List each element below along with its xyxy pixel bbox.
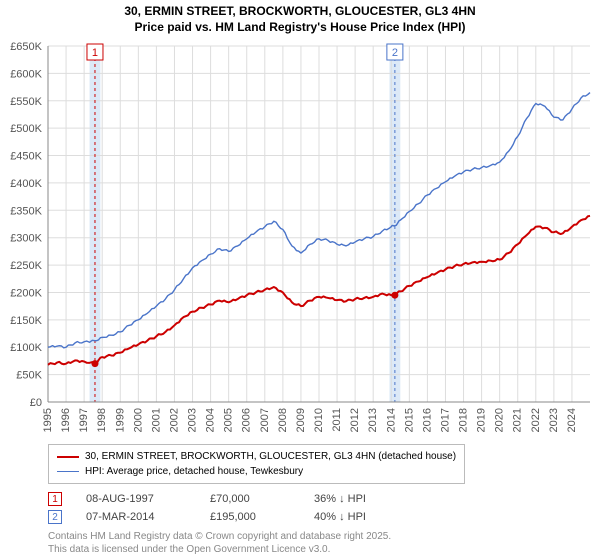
x-tick-label: 1995 [42, 408, 54, 432]
x-tick-label: 2019 [476, 408, 488, 432]
x-tick-label: 2020 [494, 408, 506, 432]
x-tick-label: 2001 [150, 408, 162, 432]
legend: 30, ERMIN STREET, BROCKWORTH, GLOUCESTER… [48, 444, 465, 484]
y-tick-label: £650K [10, 41, 42, 53]
y-tick-label: £200K [10, 287, 42, 299]
x-tick-label: 2003 [187, 408, 199, 432]
x-tick-label: 2000 [132, 408, 144, 432]
marker-price: £70,000 [210, 493, 290, 505]
title-line-2: Price paid vs. HM Land Registry's House … [0, 20, 600, 36]
marker-date: 08-AUG-1997 [86, 493, 186, 505]
legend-label: 30, ERMIN STREET, BROCKWORTH, GLOUCESTER… [85, 449, 456, 464]
x-tick-label: 2004 [205, 408, 217, 432]
series-marker-point [391, 292, 398, 299]
y-tick-label: £350K [10, 205, 42, 217]
x-tick-label: 1999 [114, 408, 126, 432]
x-tick-label: 2009 [295, 408, 307, 432]
x-tick-label: 2006 [241, 408, 253, 432]
y-tick-label: £150K [10, 315, 42, 327]
x-tick-label: 2005 [223, 408, 235, 432]
series-marker-point [91, 360, 98, 367]
chart-container: 30, ERMIN STREET, BROCKWORTH, GLOUCESTER… [0, 0, 600, 560]
x-tick-label: 2016 [421, 408, 433, 432]
y-tick-label: £550K [10, 96, 42, 108]
x-tick-label: 2022 [530, 408, 542, 432]
y-tick-label: £500K [10, 123, 42, 135]
x-tick-label: 2023 [548, 408, 560, 432]
x-tick-label: 2008 [277, 408, 289, 432]
markers-table-row: 1 08-AUG-1997 £70,000 36% ↓ HPI [48, 490, 366, 508]
x-tick-label: 2018 [458, 408, 470, 432]
legend-item: 30, ERMIN STREET, BROCKWORTH, GLOUCESTER… [57, 449, 456, 464]
legend-swatch [57, 471, 79, 472]
marker-pct: 36% ↓ HPI [314, 493, 366, 505]
x-tick-label: 2011 [331, 408, 343, 432]
attribution-line-2: This data is licensed under the Open Gov… [48, 544, 391, 557]
y-tick-label: £450K [10, 151, 42, 163]
legend-swatch [57, 456, 79, 458]
x-tick-label: 1998 [96, 408, 108, 432]
y-tick-label: £600K [10, 68, 42, 80]
title-line-1: 30, ERMIN STREET, BROCKWORTH, GLOUCESTER… [0, 4, 600, 20]
x-tick-label: 1997 [78, 408, 90, 432]
x-tick-label: 2014 [385, 408, 397, 432]
x-tick-label: 2021 [512, 408, 524, 432]
x-tick-label: 2013 [367, 408, 379, 432]
y-tick-label: £400K [10, 178, 42, 190]
x-tick-label: 2024 [566, 408, 578, 432]
chart-plot: £0 £50K £100K £150K £200K £250K £300K £350K £400… [0, 40, 600, 440]
legend-item: HPI: Average price, detached house, Tewk… [57, 464, 456, 479]
y-tick-label: £50K [16, 370, 42, 382]
marker-pct: 40% ↓ HPI [314, 511, 366, 523]
attribution-line-1: Contains HM Land Registry data © Crown c… [48, 531, 391, 544]
x-tick-label: 2012 [349, 408, 361, 432]
marker-price: £195,000 [210, 511, 290, 523]
y-tick-label: £250K [10, 260, 42, 272]
y-tick-label: £100K [10, 342, 42, 354]
y-tick-label: £300K [10, 233, 42, 245]
chart-title: 30, ERMIN STREET, BROCKWORTH, GLOUCESTER… [0, 0, 600, 35]
attribution: Contains HM Land Registry data © Crown c… [48, 531, 391, 556]
x-tick-label: 2007 [259, 408, 271, 432]
marker-number-label: 1 [92, 47, 98, 59]
x-tick-label: 1996 [60, 408, 72, 432]
markers-table-row: 2 07-MAR-2014 £195,000 40% ↓ HPI [48, 508, 366, 526]
y-tick-label: £0 [30, 397, 42, 409]
marker-date: 07-MAR-2014 [86, 511, 186, 523]
marker-number: 1 [48, 492, 62, 506]
x-tick-label: 2002 [168, 408, 180, 432]
x-tick-label: 2015 [403, 408, 415, 432]
marker-number: 2 [48, 510, 62, 524]
markers-table: 1 08-AUG-1997 £70,000 36% ↓ HPI 2 07-MAR-2014… [48, 490, 366, 526]
x-tick-label: 2017 [439, 408, 451, 432]
marker-number-label: 2 [392, 47, 398, 59]
legend-label: HPI: Average price, detached house, Tewk… [85, 464, 303, 479]
x-tick-label: 2010 [313, 408, 325, 432]
chart-svg: £0 £50K £100K £150K £200K £250K £300K £350K £400… [0, 40, 600, 440]
